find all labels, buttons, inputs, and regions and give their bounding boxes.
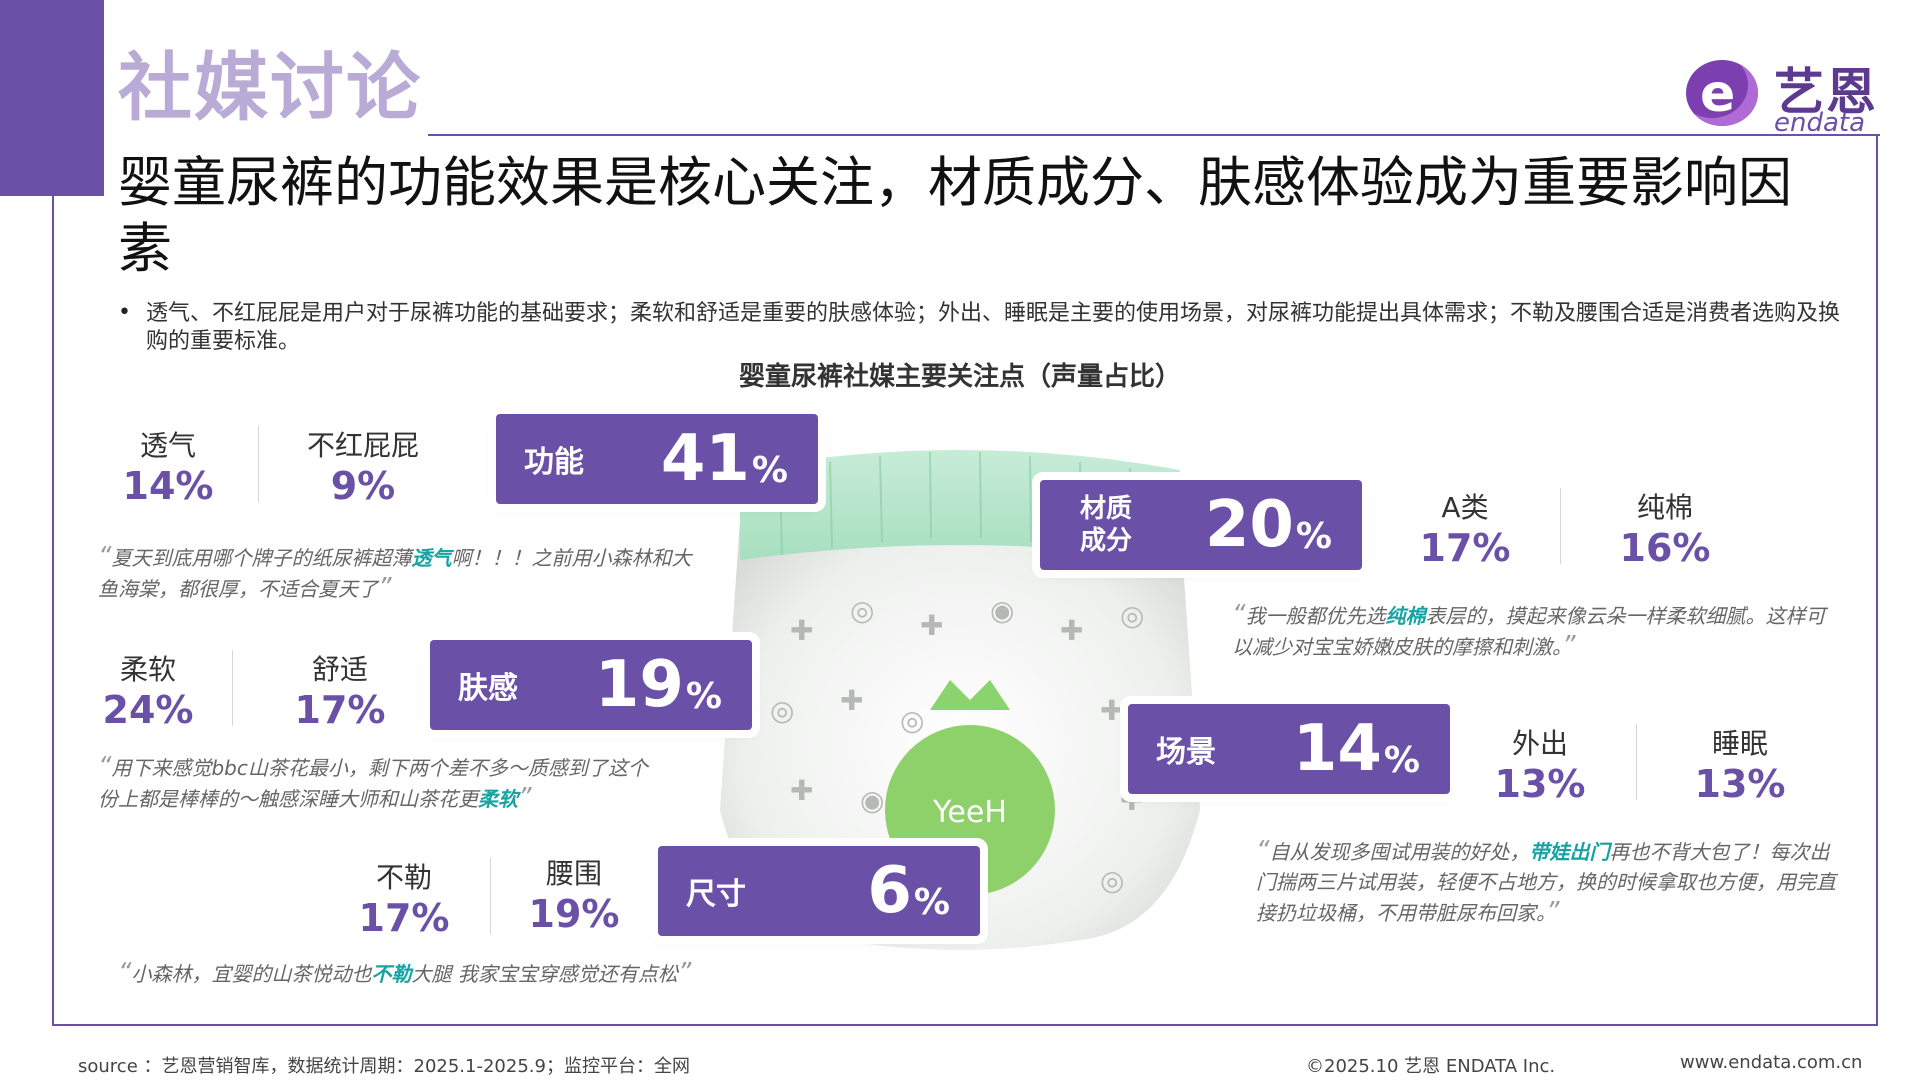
tag-scene: 场景 14% (1128, 704, 1450, 794)
tag-value: 41 (660, 422, 750, 496)
logo-cn-text: 艺恩 (1774, 63, 1878, 121)
divider (490, 858, 491, 934)
sub-stat-skin-2: 舒适 17% (290, 648, 390, 732)
tag-value: 6 (867, 854, 912, 928)
headline: 婴童尿裤的功能效果是核心关注，材质成分、肤感体验成为重要影响因素 (118, 151, 1792, 280)
svg-text:◉: ◉ (860, 784, 884, 817)
sub-stat-value: 24% (102, 688, 194, 732)
svg-text:✚: ✚ (790, 774, 813, 807)
sub-stat-material-1: A类 17% (1410, 486, 1520, 570)
sub-stat-label: 柔软 (119, 653, 176, 686)
sub-stat-skin-1: 柔软 24% (98, 648, 198, 732)
sub-stat-function-1: 透气 14% (118, 424, 218, 508)
tag-label: 功能 (524, 445, 584, 480)
sub-stat-label: 睡眠 (1711, 727, 1768, 760)
tag-size: 尺寸 6% (658, 846, 980, 936)
tag-label: 尺寸 (686, 877, 746, 912)
tag-value: 20 (1204, 488, 1294, 562)
quote-material: “我一般都优先选纯棉表层的，摸起来像云朵一样柔软细腻。这样可以减少对宝宝娇嫩皮肤… (1232, 600, 1826, 661)
sub-stat-material-2: 纯棉 16% (1610, 486, 1720, 570)
section-title: 社媒讨论 (118, 45, 422, 131)
sub-stat-value: 16% (1619, 526, 1711, 570)
svg-text:✚: ✚ (1100, 694, 1123, 727)
sub-stat-value: 17% (1419, 526, 1511, 570)
tag-unit: % (751, 449, 788, 491)
svg-text:◉: ◉ (990, 594, 1014, 627)
tag-function: 功能 41% (496, 414, 818, 504)
svg-text:✚: ✚ (1060, 614, 1083, 647)
quote-scene: “自从发现多囤试用装的好处，带娃出门再也不背大包了！每次出门揣两三片试用装，轻便… (1256, 836, 1836, 927)
sub-stat-scene-2: 睡眠 13% (1690, 722, 1790, 806)
sub-stat-label: 不红屁屁 (306, 429, 419, 462)
svg-text:✚: ✚ (840, 684, 863, 717)
endata-logo: e 艺恩 endata (1686, 50, 1886, 138)
sub-stat-label: 不勒 (375, 861, 432, 894)
sub-stat-label: 腰围 (545, 857, 602, 890)
divider (232, 650, 233, 726)
sub-stat-value: 19% (528, 892, 620, 936)
svg-text:◎: ◎ (1120, 599, 1144, 632)
sub-stat-value: 9% (330, 464, 396, 508)
endata-logo-icon: e (1686, 60, 1758, 126)
sub-stat-label: 纯棉 (1636, 491, 1693, 524)
svg-text:◎: ◎ (900, 704, 924, 737)
bullet-dot: • (118, 300, 131, 325)
quote-skin: “用下来感觉bbc山茶花最小，剩下两个差不多～质感到了这个份上都是棒棒的～触感深… (98, 752, 648, 813)
sub-stat-value: 13% (1494, 762, 1586, 806)
tag-unit: % (913, 881, 950, 923)
brand-mark-text: YeeH (932, 795, 1007, 830)
tag-label: 材质成分 (1080, 494, 1133, 556)
svg-text:◎: ◎ (1100, 864, 1124, 897)
sub-stat-scene-1: 外出 13% (1490, 722, 1590, 806)
sub-stat-label: 舒适 (311, 653, 368, 686)
divider (1636, 724, 1637, 800)
quote-size: “小森林，宜婴的山茶悦动也不勒大腿 我家宝宝穿感觉还有点松” (118, 958, 692, 988)
sub-stat-size-1: 不勒 17% (354, 856, 454, 940)
footer-source: source ：艺恩营销智库，数据统计周期：2025.1-2025.9；监控平台… (78, 1056, 690, 1077)
tag-unit: % (1383, 739, 1420, 781)
tag-material: 材质成分 20% (1040, 480, 1362, 570)
sub-stat-label: 外出 (1511, 727, 1568, 760)
tag-unit: % (1295, 515, 1332, 557)
summary-bullet: 透气、不红屁屁是用户对于尿裤功能的基础要求；柔软和舒适是重要的肤感体验；外出、睡… (146, 301, 1841, 354)
svg-text:✚: ✚ (920, 609, 943, 642)
divider (258, 426, 259, 502)
sub-stat-size-2: 腰围 19% (524, 852, 624, 936)
chart-title: 婴童尿裤社媒主要关注点（声量占比） (738, 362, 1181, 392)
tag-label: 场景 (1156, 735, 1216, 770)
tag-skin: 肤感 19% (430, 640, 752, 730)
tag-unit: % (685, 675, 722, 717)
footer-copyright: ©2025.10 艺恩 ENDATA Inc. (1306, 1056, 1556, 1077)
tag-value: 19 (594, 648, 684, 722)
sub-stat-label: 透气 (139, 429, 196, 462)
tag-value: 14 (1292, 712, 1382, 786)
sub-stat-function-2: 不红屁屁 9% (298, 424, 428, 508)
frame-top-line (428, 134, 1880, 136)
quote-function: “夏天到底用哪个牌子的纸尿裤超薄透气啊！！！之前用小森林和大鱼海棠，都很厚，不适… (98, 542, 692, 603)
sub-stat-value: 17% (358, 896, 450, 940)
sub-stat-value: 13% (1694, 762, 1786, 806)
svg-text:✚: ✚ (790, 614, 813, 647)
tag-label: 肤感 (458, 671, 518, 706)
svg-text:◎: ◎ (850, 594, 874, 627)
sub-stat-value: 17% (294, 688, 386, 732)
content-frame (52, 136, 1878, 1026)
footer-website[interactable]: www.endata.com.cn (1680, 1052, 1863, 1073)
sub-stat-value: 14% (122, 464, 214, 508)
svg-text:◎: ◎ (770, 694, 794, 727)
sub-stat-label: A类 (1441, 491, 1489, 524)
logo-en-text: endata (1774, 108, 1866, 138)
divider (1560, 488, 1561, 564)
